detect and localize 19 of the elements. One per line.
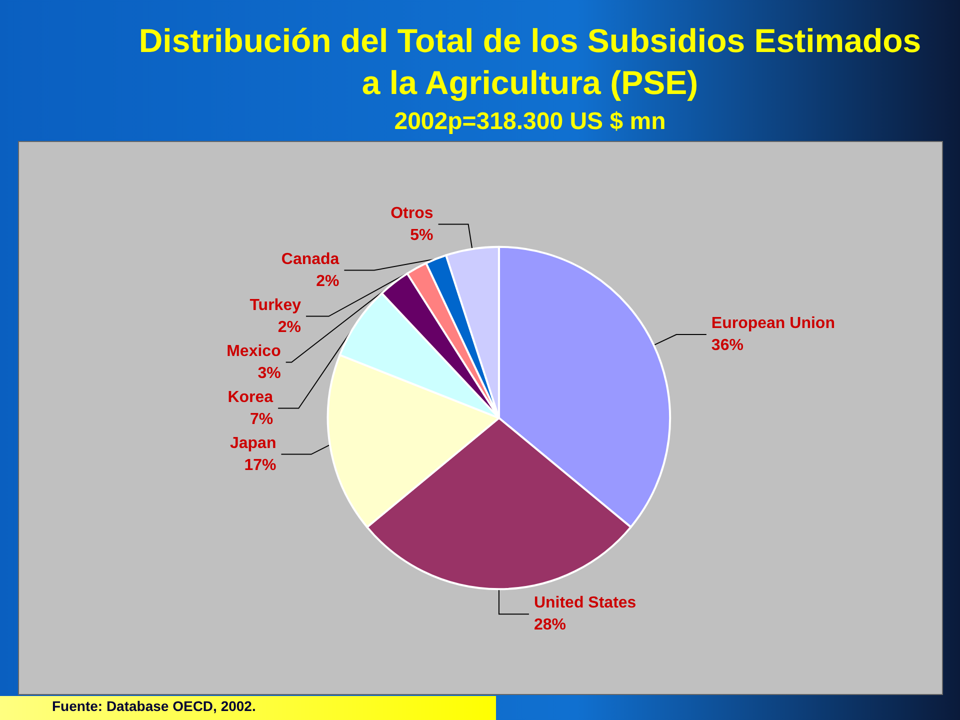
data-label: 17% [244,456,276,474]
slice-label: Mexico [226,342,282,360]
slice-label: Korea [228,388,274,406]
data-label: 3% [258,364,281,382]
slice-label: European Union [711,314,835,332]
data-label: 28% [534,616,566,634]
data-label: 5% [410,226,434,244]
data-label: 2% [316,272,340,290]
slice-label: Japan [230,434,276,452]
source-note: Fuente: Database OECD, 2002. [52,698,256,714]
slice-label: Otros [390,204,434,222]
slice-label: Turkey [250,296,302,314]
data-label: 2% [278,318,301,336]
data-label: 7% [250,410,274,428]
chart-subtitle: 2002p=318.300 US $ mn [393,108,667,136]
slice-label: United States [534,594,636,612]
data-label: 36% [711,336,744,354]
chart-title: Distribución del Total de los Subsidios Estimados a la Agricultura (PSE) [138,21,922,103]
slice-label: Canada [281,250,340,268]
